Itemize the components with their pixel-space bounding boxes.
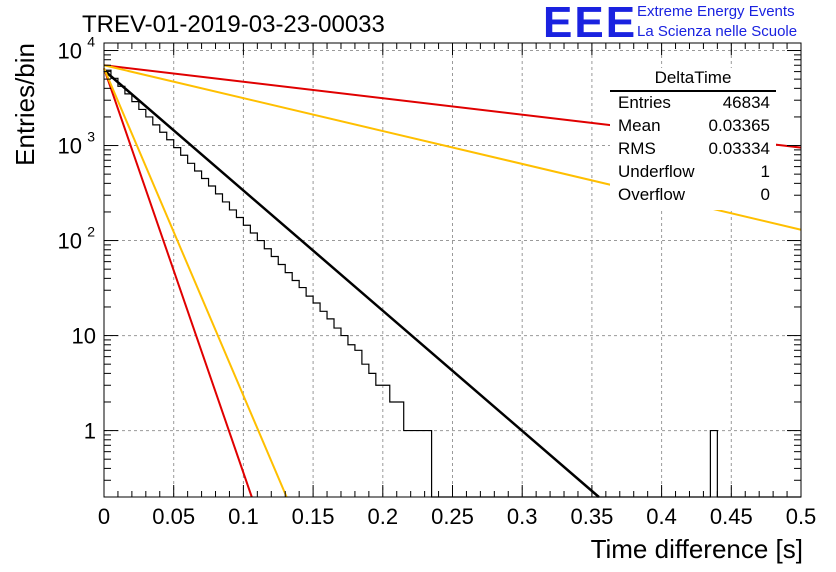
x-tick-label: 0.45 [710, 504, 753, 529]
y-tick-exponent: 3 [87, 129, 95, 145]
stats-row-rms: RMS 0.03334 [618, 139, 770, 161]
stats-key: Overflow [618, 185, 686, 204]
fit-line-1 [103, 67, 253, 498]
logo-line-1: Extreme Energy Events [637, 3, 795, 20]
y-tick-label: 10 [72, 324, 96, 349]
x-tick-label: 0.3 [507, 504, 538, 529]
stats-key: Mean [618, 116, 661, 135]
stats-value: 46834 [722, 93, 770, 112]
y-tick-label: 10 [58, 39, 82, 64]
x-tick-label: 0.4 [646, 504, 677, 529]
stats-row-overflow: Overflow 0 [618, 185, 770, 207]
x-tick-label: 0.15 [292, 504, 335, 529]
stats-row-entries: Entries 46834 [618, 93, 770, 115]
fit-line-0 [103, 69, 600, 498]
x-tick-label: 0.2 [368, 504, 399, 529]
x-tick-label: 0.25 [431, 504, 474, 529]
logo-mark: EEE [543, 0, 638, 47]
x-tick-label: 0.05 [152, 504, 195, 529]
y-axis-label: Entries/bin [10, 43, 40, 166]
x-tick-label: 0.5 [786, 504, 817, 529]
logo-line-2: La Scienza nelle Scuole [637, 23, 798, 40]
x-tick-label: 0.35 [570, 504, 613, 529]
chart-title: TREV-01-2019-03-23-00033 [82, 11, 385, 38]
stats-value: 0 [760, 185, 770, 204]
x-axis-label: Time difference [s] [591, 534, 803, 564]
stats-value: 0.03365 [708, 116, 770, 135]
stats-row-mean: Mean 0.03365 [618, 116, 770, 138]
y-tick-label: 10 [58, 134, 82, 159]
stats-key: RMS [618, 139, 656, 158]
eee-logo: EEE Extreme Energy Events La Scienza nel… [543, 1, 833, 47]
x-tick-label: 0.1 [228, 504, 259, 529]
y-tick-exponent: 4 [87, 34, 95, 50]
x-tick-label: 0 [98, 504, 110, 529]
stats-title: DeltaTime [610, 68, 776, 92]
fit-line-2 [103, 67, 288, 498]
stats-key: Entries [618, 93, 671, 112]
y-tick-label: 10 [58, 229, 82, 254]
stats-box: DeltaTime Entries 46834 Mean 0.03365 RMS… [610, 68, 776, 210]
y-tick-exponent: 2 [87, 224, 95, 240]
y-tick-label: 1 [84, 419, 96, 444]
x-axis-ticks: 0 0.05 0.1 0.15 0.2 0.25 0.3 0.35 0.4 0.45 0.5 [98, 43, 816, 529]
stats-row-underflow: Underflow 1 [618, 162, 770, 184]
stats-value: 0.03334 [708, 139, 770, 158]
stats-key: Underflow [618, 162, 695, 181]
stats-value: 1 [760, 162, 770, 181]
